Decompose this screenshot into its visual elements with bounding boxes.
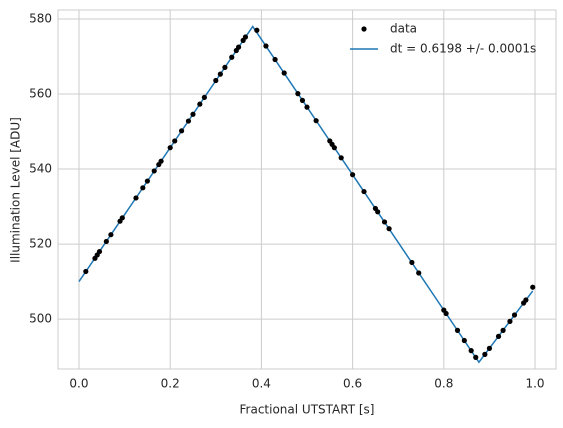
- data-point: [416, 270, 422, 276]
- data-point: [313, 118, 319, 124]
- data-point: [281, 70, 287, 76]
- data-point: [299, 97, 306, 104]
- data-point: [530, 284, 536, 290]
- data-point: [185, 118, 192, 124]
- y-axis-label: Illumination Level [ADU]: [9, 117, 23, 263]
- data-point: [263, 43, 269, 49]
- data-point: [304, 104, 310, 110]
- data-point: [178, 128, 185, 134]
- data-point: [167, 145, 173, 151]
- y-tick-label: 540: [29, 162, 52, 176]
- data-point: [511, 312, 518, 318]
- data-point: [495, 333, 502, 339]
- data-point: [486, 345, 493, 351]
- data-point: [331, 145, 337, 151]
- data-point: [96, 248, 103, 255]
- x-tick-label: 0.2: [161, 377, 180, 391]
- data-point: [468, 348, 474, 354]
- y-tick-label: 560: [29, 87, 52, 101]
- data-point: [338, 155, 344, 161]
- data-point: [197, 101, 203, 107]
- data-point: [119, 215, 125, 221]
- y-tick-label: 500: [29, 312, 52, 326]
- data-point: [482, 351, 488, 357]
- x-tick-label: 0.6: [343, 377, 362, 391]
- x-tick-label: 1.0: [525, 377, 544, 391]
- data-point: [222, 64, 228, 70]
- data-point: [172, 138, 178, 144]
- data-point: [217, 71, 223, 77]
- x-tick-label: 0.0: [69, 377, 88, 391]
- data-point: [190, 111, 196, 117]
- data-point: [108, 232, 114, 238]
- data-point: [454, 327, 461, 333]
- data-point: [523, 297, 529, 303]
- data-point: [140, 185, 146, 191]
- data-point: [144, 178, 150, 184]
- data-point: [500, 327, 506, 333]
- data-point: [381, 219, 388, 225]
- data-point: [103, 238, 109, 245]
- data-point: [83, 268, 89, 275]
- data-point: [361, 188, 367, 195]
- x-axis-label: Fractional UTSTART [s]: [240, 403, 375, 417]
- data-point: [350, 172, 356, 178]
- data-point: [254, 27, 260, 33]
- data-point: [242, 34, 249, 40]
- data-point: [272, 56, 278, 63]
- data-point: [507, 318, 513, 324]
- data-point: [229, 54, 235, 60]
- legend-label: data: [390, 22, 417, 36]
- data-point: [409, 259, 415, 266]
- plot-frame: [57, 9, 557, 370]
- x-tick-label: 0.4: [252, 377, 271, 391]
- data-point: [201, 94, 207, 101]
- data-point: [158, 158, 164, 164]
- data-point: [461, 337, 467, 344]
- y-tick-label: 520: [29, 237, 52, 251]
- data-point: [133, 195, 139, 201]
- data-point: [386, 226, 392, 232]
- y-tick-label: 580: [29, 12, 52, 26]
- data-point: [473, 354, 479, 360]
- data-point: [151, 168, 157, 174]
- data-point: [235, 44, 242, 50]
- data-point: [443, 310, 449, 317]
- legend-label: dt = 0.6198 +/- 0.0001s: [390, 42, 536, 56]
- x-tick-label: 0.8: [434, 377, 453, 391]
- data-point: [375, 209, 381, 215]
- data-point: [213, 77, 219, 84]
- data-point: [295, 91, 301, 97]
- fit-line: [78, 25, 534, 364]
- legend-marker: [361, 26, 367, 32]
